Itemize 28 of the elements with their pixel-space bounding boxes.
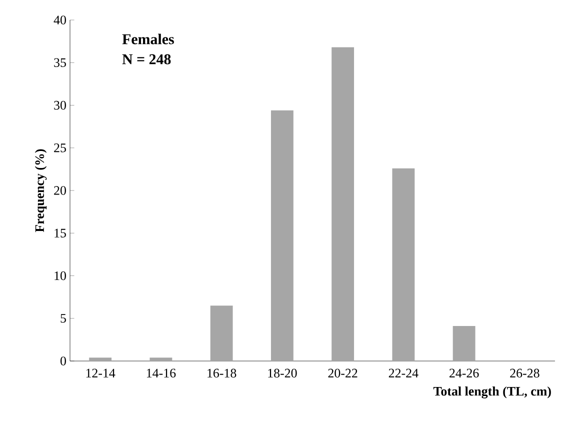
bar	[332, 47, 354, 361]
bar	[270, 110, 294, 361]
y-tick-label: 25	[54, 144, 66, 152]
x-tick-label: 26-28	[510, 368, 540, 378]
annotation: Females	[122, 34, 174, 44]
x-tick-label: 22-24	[388, 368, 418, 378]
y-tick-label: 5	[60, 314, 66, 323]
y-tick-label: 35	[54, 58, 66, 67]
x-tick-label: 18-20	[268, 368, 297, 378]
bar	[452, 326, 476, 361]
y-tick-label: 30	[54, 100, 66, 110]
bar	[150, 358, 172, 361]
y-axis-title: Frequency (%)	[34, 149, 47, 232]
y-tick-label: 20	[54, 186, 66, 195]
x-axis-title: Total length (TL, cm)	[433, 386, 551, 398]
x-tick-label: 16-18	[208, 368, 236, 378]
bar	[89, 358, 112, 361]
y-tick-label: 40	[54, 16, 66, 24]
x-tick-label: 24-26	[450, 368, 479, 378]
x-tick-label: 12-14	[86, 368, 116, 378]
x-tick-label: 20-22	[328, 368, 358, 378]
y-tick-label: 10	[54, 271, 66, 280]
y-tick-label: 0	[60, 356, 66, 366]
bar	[392, 168, 415, 361]
bar	[210, 306, 233, 361]
x-tick-label: 14-16	[146, 368, 176, 378]
y-tick-label: 15	[54, 228, 66, 238]
annotation: N = 248	[122, 54, 171, 64]
